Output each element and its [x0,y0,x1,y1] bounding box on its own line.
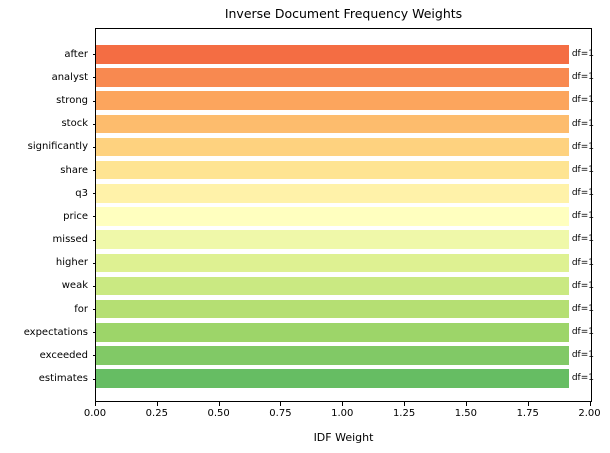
x-tick-label: 0.50 [207,408,230,419]
plot-area: after df=1 analyst df=1 strong df=1 stock df=1 s… [24,28,594,402]
bar-annotation: df=1 [571,95,594,106]
y-tick-mark [92,123,96,125]
y-tick-mark [92,332,96,334]
x-tick-label: 0.25 [145,408,168,419]
bar-annotation: df=1 [571,350,594,361]
y-tick-mark [92,285,96,287]
bar-row: exceeded df=1 [40,346,594,365]
x-tick-label: 0.75 [269,408,292,419]
y-tick-mark [92,100,96,102]
x-tick-mark [465,402,467,406]
x-tick-mark [218,402,220,406]
bar-row: analyst df=1 [52,68,594,87]
x-axis: 0.00 0.25 0.50 0.75 1.00 1.25 1.50 1.75 2.00 [0,402,610,430]
x-tick-mark [342,402,344,406]
bar [96,160,569,180]
y-tick-label: analyst [51,71,88,83]
y-tick-mark [92,77,96,79]
bar-row: q3 df=1 [75,184,594,203]
bar-annotation: df=1 [571,118,594,129]
bar-row: weak df=1 [62,276,594,296]
y-tick-label: exceeded [39,349,88,361]
bar-row: stock df=1 [61,114,594,134]
bar [96,91,569,110]
x-tick-mark [404,402,406,406]
x-axis-label: IDF Weight [313,431,374,444]
bar-annotation: df=1 [571,49,594,59]
bar-row: expectations df=1 [24,323,594,342]
bar [96,323,569,342]
y-tick-mark [92,378,96,380]
bar [96,276,569,296]
y-tick-label: missed [52,234,88,246]
y-tick-mark [92,170,96,172]
bar-row: strong df=1 [56,91,594,110]
bar-annotation: df=1 [571,72,594,83]
x-tick-label: 1.75 [516,408,539,419]
bar-annotation: df=1 [571,257,594,268]
bar-row: after df=1 [64,45,594,64]
bar [96,68,569,87]
bar-row: higher df=1 [56,253,594,273]
y-tick-label: after [64,48,88,60]
y-tick-mark [92,309,96,311]
x-tick-label: 1.25 [392,408,416,419]
bar-annotation: df=1 [571,303,594,314]
bar-row: price df=1 [63,207,594,226]
bar-annotation: df=1 [571,211,594,222]
x-tick-mark [95,402,96,406]
y-tick-mark [92,239,96,241]
y-tick-mark [92,355,96,357]
y-tick-label: significantly [27,141,88,153]
y-tick-mark [92,54,96,56]
y-tick-mark [92,216,96,218]
x-tick-mark [589,402,591,406]
y-tick-label: expectations [23,326,88,338]
bar [96,114,569,134]
y-tick-label: q3 [75,187,88,199]
bar-annotation: df=1 [571,373,594,384]
y-tick-label: strong [56,95,88,107]
y-tick-label: price [63,210,88,222]
bar-row: share df=1 [60,160,594,180]
bar [96,137,569,157]
x-tick-label: 1.50 [454,408,478,419]
bar-annotation: df=1 [571,327,594,338]
y-tick-mark [92,146,96,148]
bar-annotation: df=1 [571,280,594,291]
bar [96,184,569,203]
bar [96,253,569,273]
chart-title: Inverse Document Frequency Weights [224,6,463,21]
y-tick-label: for [74,303,88,315]
bar [96,207,569,226]
x-tick-mark [280,402,282,406]
bar [96,230,569,249]
bar-row: estimates df=1 [39,369,594,388]
x-tick-mark [527,402,529,406]
y-tick-label: stock [61,118,88,130]
bar-annotation: df=1 [571,164,594,175]
y-tick-label: share [60,164,88,176]
bar-row: significantly df=1 [28,137,594,157]
bar [96,369,569,388]
y-tick-mark [92,262,96,264]
bar-row: for df=1 [74,299,594,319]
bar-annotation: df=1 [571,234,594,245]
bars-container: after df=1 analyst df=1 strong df=1 stock df=1 s… [24,29,594,401]
y-tick-label: higher [55,257,88,269]
bar [96,45,569,64]
bar-annotation: df=1 [571,188,594,199]
y-tick-label: weak [61,280,88,292]
bar-annotation: df=1 [571,141,594,152]
bar [96,346,569,365]
y-tick-mark [92,193,96,195]
bar-row: missed df=1 [53,230,594,249]
x-tick-label: 1.00 [331,408,354,419]
x-tick-label: 0.00 [83,408,107,419]
x-tick-label: 2.00 [578,408,601,419]
bar [96,299,569,319]
y-tick-label: estimates [38,373,88,385]
x-tick-mark [156,402,158,406]
